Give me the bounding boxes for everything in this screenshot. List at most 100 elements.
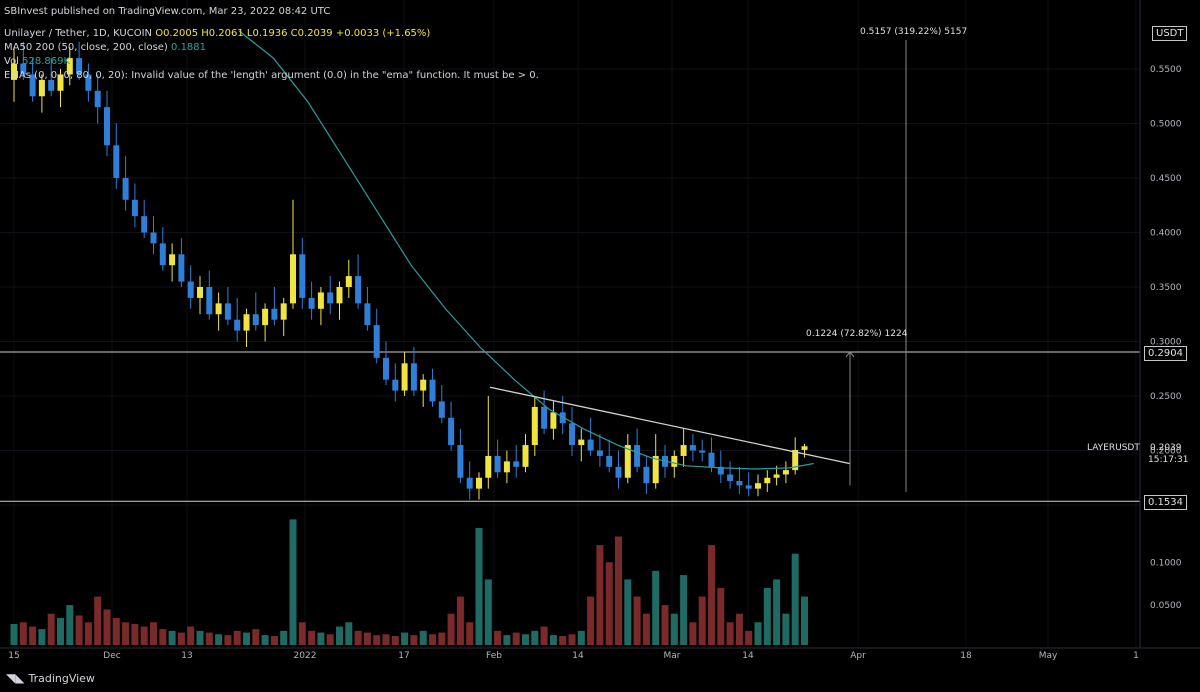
volume-bar [577,630,585,645]
volume-bar [456,596,464,645]
volume-bar [29,626,37,645]
volume-bar [205,632,213,645]
candle-body [57,74,64,91]
candle-body [355,276,362,304]
candle-body [336,287,343,304]
price-tick-label: 0.5000 [1150,120,1182,130]
volume-bar [438,632,446,645]
candle-body [764,477,771,484]
time-tick-label: 13 [181,651,192,661]
volume-bar [131,623,139,645]
volume-bar [801,596,808,645]
volume-bar [587,596,595,645]
volume-bar [308,630,316,645]
level-top-label: 0.2904 [1144,346,1187,361]
volume-bar [717,587,725,645]
candle-body [66,58,73,75]
candle-body [159,243,166,266]
volume-bar [243,632,250,645]
candle-body [671,455,678,467]
candle-body [234,319,241,331]
volume-tick-label: 0.0500 [1150,601,1182,611]
volume-bar [159,629,167,645]
measure-tool [845,40,907,492]
candle-body [76,58,83,75]
price-tag: 0.2039 [1150,443,1182,453]
time-axis-ticks: 15 Dec 13 2022 17 Feb 14 Mar 14 Apr 18 May 1 [8,651,1139,661]
volume-bar [466,622,474,645]
candle-body [141,216,148,233]
volume-bar [624,579,632,645]
volume-bar [57,617,64,645]
volume-bar [103,609,111,645]
volume-bar [745,630,753,645]
volume-bar [512,632,520,645]
symbol-line: Unilayer / Tether, 1D, KUCOIN [4,28,153,39]
currency-button[interactable]: USDT [1152,26,1188,41]
volume-bar [363,632,371,645]
volume-bar [615,536,622,645]
candle-body [11,63,17,80]
volume-bar [642,613,650,645]
volume-bar [401,632,409,645]
time-tick-label: Mar [664,651,681,661]
candle-body [187,281,194,298]
candle-body [271,308,278,320]
trendline [489,386,851,465]
candle-body [113,145,120,178]
candle-body [262,308,269,326]
vol-label: Vol [4,56,19,67]
volume-bar [289,519,297,645]
volume-bar [429,634,436,645]
volume-bar [168,630,176,645]
volume-bar [38,629,46,645]
countdown: 15:17:31 [1148,455,1188,465]
candle-body [410,363,417,391]
price-tick-label: 0.3000 [1150,338,1182,348]
candle-body [457,445,464,478]
candle-body [224,303,231,320]
volume-bar [382,634,390,645]
volume-bar [345,622,353,645]
time-tick-label: Apr [850,651,866,661]
candle-body [373,325,380,358]
volume-bar [373,635,381,645]
candle-body [513,461,520,467]
time-tick-label: 17 [398,651,409,661]
candle-body [448,417,455,446]
volume-bar [522,634,529,645]
volume-bar [215,634,223,645]
candle-body [485,455,492,478]
volume-bar [270,635,278,645]
volume-bar [782,613,790,645]
volume-bar [773,579,781,645]
volume-bar [233,630,241,645]
volume-bar [419,630,427,645]
measure-top-label: 0.5157 (319.22%) 5157 [860,27,967,37]
volume-bar [177,632,185,645]
volume-bar [475,527,483,645]
candle-body [308,297,315,309]
ma-label: MA50 200 (50, close, 200, close) [4,42,168,53]
vol-legend: Vol 528.869K [4,56,70,67]
candle-body [150,232,157,244]
price-tick-label: 0.4000 [1150,229,1182,239]
candle-body [215,303,222,315]
volume-bar [140,626,148,645]
volume-bar [531,630,539,645]
volume-bar [633,596,641,645]
candle-body [243,314,250,331]
candle-body [94,90,101,108]
volume-bar [326,634,334,645]
volume-bar [680,575,688,645]
volume-bar [754,622,762,645]
published-line: SBInvest published on TradingView.com, M… [4,6,331,17]
candle-body [792,449,799,471]
volume-bar [726,622,734,645]
price-tick-label: 0.2000 [1150,447,1182,457]
footer: ◥◣ TradingView [6,671,95,685]
volume-bar [47,613,55,645]
price-tick-label: 0.4500 [1150,174,1182,184]
candle-body [29,74,36,97]
